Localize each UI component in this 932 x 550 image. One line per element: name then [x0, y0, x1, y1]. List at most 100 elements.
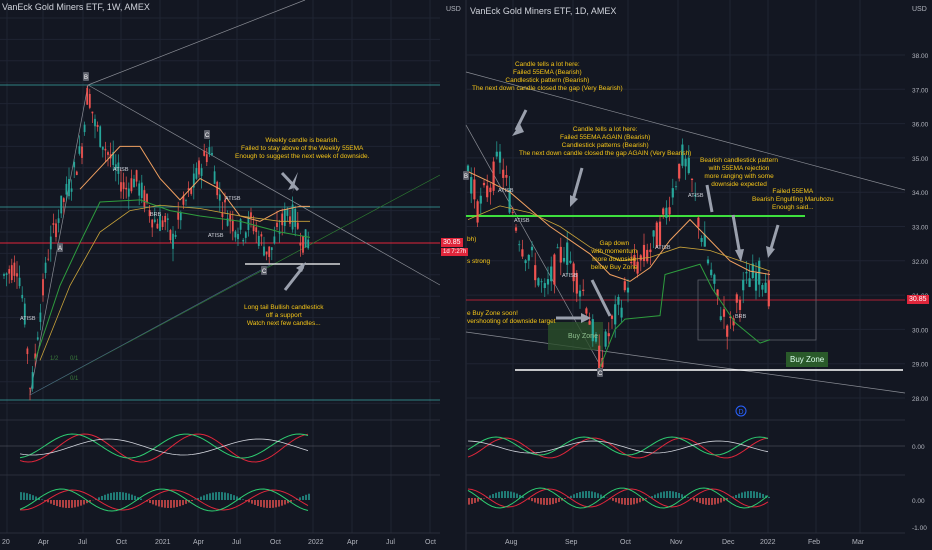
left-candle-body	[198, 160, 200, 175]
right-osc2-bar	[492, 493, 494, 498]
left-osc2-bar	[155, 500, 157, 506]
right-arrow-7-head	[581, 313, 591, 323]
left-osc2-bar	[32, 495, 34, 500]
left-candle-body	[99, 126, 102, 147]
left-osc2-bar	[236, 496, 238, 500]
right-candle-body	[751, 263, 754, 278]
right-candle-body	[540, 281, 543, 283]
left-osc2-bar	[80, 500, 82, 506]
right-pattern-label: ATISB	[655, 245, 671, 251]
left-candle-body	[117, 162, 120, 174]
left-osc2-bar	[53, 500, 55, 505]
left-time-tick: Jul	[78, 539, 87, 546]
right-buy-zone-inline: Buy Zone	[568, 333, 598, 340]
left-osc2-bar	[110, 492, 112, 500]
left-osc2-bar	[242, 499, 244, 500]
left-candle-body	[237, 233, 239, 240]
right-candle-body	[502, 169, 505, 178]
left-candle-body	[286, 208, 289, 216]
left-osc2-bar	[272, 500, 274, 508]
right-last-price-tag: 30.85	[907, 295, 929, 304]
left-osc2-bar	[260, 500, 262, 507]
left-chart-panel[interactable]: 52.0050.0048.0046.0044.0042.0040.0038.00…	[0, 0, 462, 546]
right-candle-body	[466, 165, 470, 173]
right-arrow-2	[571, 167, 584, 201]
left-candle-body	[190, 188, 193, 194]
right-ann-gap-3: more downside	[592, 256, 637, 263]
right-event-marker[interactable]	[735, 405, 747, 417]
left-osc2-bar	[158, 500, 160, 507]
left-osc2-bar	[56, 500, 58, 507]
right-arrow-5	[768, 224, 780, 253]
right-candle-body	[665, 207, 668, 218]
right-candle-body	[482, 182, 486, 186]
right-candle-body	[607, 333, 610, 337]
right-candle-body	[518, 244, 521, 246]
right-candle-body	[511, 211, 514, 213]
left-candle-body	[3, 274, 5, 276]
left-candle-body	[208, 147, 211, 155]
left-time-tick: Oct	[425, 539, 436, 546]
left-osc2-bar	[98, 497, 100, 500]
right-candle-body	[537, 278, 540, 286]
left-candle-body	[52, 223, 55, 225]
right-chart-panel[interactable]: 38.0037.0036.0035.0034.0033.0032.0031.00…	[463, 0, 929, 546]
right-ann-c2-2: Failed 55EMA AGAIN (Bearish)	[560, 134, 651, 141]
left-candle-body	[88, 93, 91, 108]
right-candle-body	[598, 345, 601, 374]
right-osc2-bar	[672, 491, 674, 498]
right-osc2-bar	[666, 491, 668, 498]
left-candle-body	[268, 246, 271, 257]
right-ann-br-4: downside expected	[711, 181, 767, 188]
left-candle-body	[107, 152, 109, 155]
left-ema-yellow	[39, 204, 310, 361]
right-osc2-tick: -1.00	[912, 525, 927, 532]
left-osc2-bar	[140, 498, 142, 500]
right-candle-body	[508, 189, 511, 213]
left-time-tick: Apr	[193, 539, 205, 546]
left-osc2-bar	[275, 500, 277, 508]
left-osc2-bar	[62, 500, 64, 508]
left-osc2-bar	[308, 493, 310, 500]
right-price-axis: 38.0037.0036.0035.0034.0033.0032.0031.00…	[912, 53, 929, 532]
right-candle-body	[754, 272, 758, 291]
right-candle-body	[610, 315, 614, 319]
left-osc2-bar	[71, 500, 73, 508]
right-osc1-line-white	[467, 440, 769, 454]
left-candle-body	[83, 124, 86, 133]
left-osc2-bar	[227, 493, 229, 500]
left-candle-body	[151, 219, 154, 228]
right-osc2-bar	[474, 498, 476, 503]
left-time-tick: Apr	[347, 539, 359, 546]
right-osc2-bar	[597, 493, 599, 498]
left-arrow-up-head	[296, 262, 306, 272]
right-ema-green	[599, 263, 771, 368]
left-candle-body	[205, 154, 208, 163]
left-trendline-down	[87, 84, 441, 286]
left-candle-body	[135, 170, 138, 182]
left-candle-body	[161, 220, 164, 227]
left-osc2-bar	[107, 493, 109, 500]
right-osc2-bar	[501, 491, 503, 498]
right-osc2-bar	[693, 498, 695, 501]
left-candle-body	[29, 388, 31, 390]
left-candle-body	[226, 218, 229, 226]
left-osc2-bar	[200, 496, 202, 500]
right-price-tick: 38.00	[912, 53, 929, 60]
right-trendline-down	[465, 71, 906, 191]
left-osc2-bar	[170, 500, 172, 508]
right-candle-body	[738, 299, 742, 310]
right-price-tick: 28.00	[912, 396, 929, 403]
right-osc2-bar	[477, 498, 479, 502]
right-candle-body	[674, 186, 678, 188]
right-candle-body	[550, 266, 553, 282]
left-time-tick: Oct	[270, 539, 281, 546]
left-osc2-bar	[215, 492, 217, 500]
left-wave-box	[204, 130, 210, 139]
left-ann-longtail-1: Long tail Bullish candlestick	[244, 304, 324, 311]
left-candle-body	[231, 219, 234, 232]
right-osc2-bar	[702, 498, 704, 505]
right-ann-bzs-1: e Buy Zone soon!	[467, 310, 518, 317]
right-candles	[466, 138, 770, 377]
